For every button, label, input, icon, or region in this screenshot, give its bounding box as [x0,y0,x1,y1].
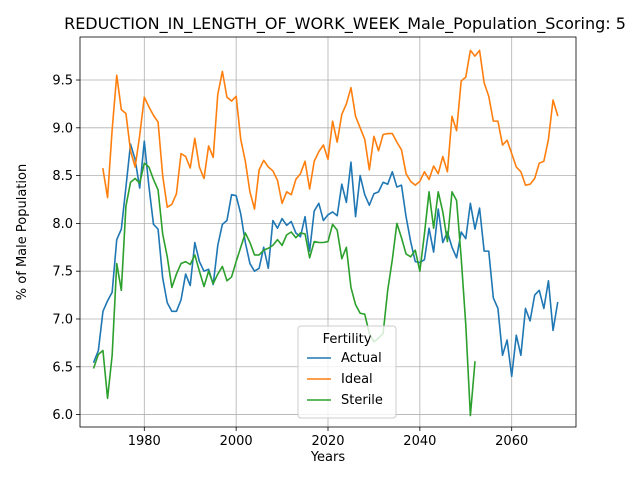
y-tick-label: 9.5 [52,74,73,89]
legend-box [297,325,397,419]
legend: Fertility Actual Ideal Sterile [297,325,397,419]
legend-title: Fertility [323,332,372,347]
x-tick-label: 2060 [495,434,528,449]
legend-label-ideal: Ideal [341,372,373,387]
x-tick-label: 2040 [403,434,436,449]
axis-ticks: 1980 2000 2020 2040 2060 6.0 6.5 7.0 7.5 8.0 8.5 9.… [52,74,528,449]
y-tick-label: 7.5 [52,265,73,280]
x-axis-title: Years [310,450,346,465]
series-line-ideal [102,49,559,210]
y-tick-label: 6.0 [52,408,73,423]
y-tick-label: 6.5 [52,360,73,375]
legend-label-actual: Actual [341,351,382,366]
series-line-sterile [92,162,476,417]
legend-items: Actual Ideal Sterile [307,351,383,408]
x-tick-label: 2020 [311,434,344,449]
chart-title: REDUCTION_IN_LENGTH_OF_WORK_WEEK_Male_Po… [64,14,626,34]
series-line-actual [92,140,559,378]
x-tick-label: 1980 [128,434,161,449]
y-axis-title: % of Male Population [15,164,30,300]
y-tick-label: 8.5 [52,169,73,184]
series-lines [92,49,559,417]
legend-label-sterile: Sterile [341,393,383,408]
y-tick-label: 9.0 [52,121,73,136]
y-tick-label: 8.0 [52,217,73,232]
y-tick-label: 7.0 [52,312,73,327]
x-tick-label: 2000 [220,434,253,449]
